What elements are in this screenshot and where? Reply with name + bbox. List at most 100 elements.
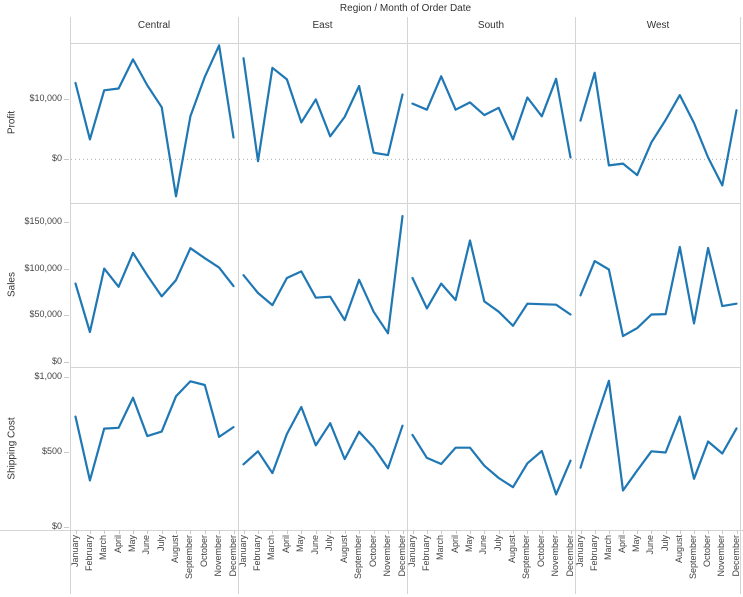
x-tick-label-september: September bbox=[687, 535, 698, 580]
x-tick-mark bbox=[287, 530, 288, 534]
x-tick-label-july: July bbox=[324, 535, 335, 552]
x-tick-label-june: June bbox=[478, 535, 489, 555]
x-tick-mark bbox=[737, 530, 738, 534]
line-east-sales[interactable] bbox=[242, 215, 404, 335]
x-tick-label-october: October bbox=[367, 535, 378, 568]
x-tick-label-february: February bbox=[83, 535, 94, 572]
x-tick-mark bbox=[527, 530, 528, 534]
x-tick-label-june: June bbox=[645, 535, 656, 555]
x-tick-label-june: June bbox=[141, 535, 152, 555]
x-tick-mark bbox=[484, 530, 485, 534]
panel-border-horizontal bbox=[70, 203, 741, 204]
x-tick-label-august: August bbox=[673, 535, 684, 564]
x-tick-mark bbox=[359, 530, 360, 534]
x-tick-mark bbox=[76, 530, 77, 534]
x-tick-mark bbox=[219, 530, 220, 534]
line-south-sales[interactable] bbox=[411, 239, 572, 327]
x-tick-mark bbox=[680, 530, 681, 534]
column-header-west: West bbox=[646, 20, 670, 31]
y-tick-label: $50,000 bbox=[29, 309, 62, 320]
x-tick-label-july: July bbox=[659, 535, 670, 552]
x-tick-mark bbox=[258, 530, 259, 534]
line-east-profit[interactable] bbox=[242, 57, 404, 163]
column-header-central: Central bbox=[137, 20, 171, 31]
x-tick-label-may: May bbox=[295, 535, 306, 553]
line-central-profit[interactable] bbox=[74, 44, 235, 198]
x-tick-mark bbox=[651, 530, 652, 534]
x-tick-label-august: August bbox=[170, 535, 181, 564]
panel-east-shipping-cost[interactable] bbox=[238, 367, 407, 530]
x-tick-label-may: May bbox=[126, 535, 137, 553]
x-tick-mark bbox=[162, 530, 163, 534]
panel-central-shipping-cost[interactable] bbox=[70, 367, 238, 530]
line-west-sales[interactable] bbox=[579, 245, 738, 338]
line-east-shipping-cost[interactable] bbox=[242, 405, 404, 475]
x-tick-label-october: October bbox=[702, 535, 713, 568]
panel-south-profit[interactable] bbox=[407, 43, 575, 203]
x-tick-label-november: November bbox=[550, 535, 561, 577]
panel-west-sales[interactable] bbox=[575, 203, 741, 367]
line-central-sales[interactable] bbox=[74, 247, 235, 334]
line-south-profit[interactable] bbox=[411, 75, 572, 159]
x-tick-mark bbox=[637, 530, 638, 534]
x-tick-mark bbox=[272, 530, 273, 534]
x-tick-mark bbox=[513, 530, 514, 534]
y-tick-mark bbox=[64, 98, 69, 100]
x-axis-line bbox=[0, 530, 743, 531]
line-west-profit[interactable] bbox=[579, 71, 738, 187]
panel-west-shipping-cost[interactable] bbox=[575, 367, 741, 530]
y-tick-label: $1,000 bbox=[34, 370, 62, 381]
x-tick-label-september: September bbox=[521, 535, 532, 580]
x-tick-mark bbox=[234, 530, 235, 534]
x-tick-mark bbox=[722, 530, 723, 534]
x-tick-mark bbox=[595, 530, 596, 534]
panel-central-sales[interactable] bbox=[70, 203, 238, 367]
panel-border-vertical bbox=[740, 17, 741, 594]
x-tick-mark bbox=[244, 530, 245, 534]
x-tick-label-november: November bbox=[382, 535, 393, 577]
x-tick-label-march: March bbox=[266, 535, 277, 561]
y-tick-mark bbox=[64, 362, 69, 364]
x-tick-mark bbox=[708, 530, 709, 534]
x-tick-mark bbox=[205, 530, 206, 534]
column-header-south: South bbox=[477, 20, 505, 31]
line-south-shipping-cost[interactable] bbox=[411, 433, 572, 496]
x-tick-mark bbox=[374, 530, 375, 534]
x-tick-label-march: March bbox=[602, 535, 613, 561]
x-tick-label-october: October bbox=[535, 535, 546, 568]
panel-east-sales[interactable] bbox=[238, 203, 407, 367]
panel-west-profit[interactable] bbox=[575, 43, 741, 203]
x-tick-label-september: September bbox=[184, 535, 195, 580]
x-tick-mark bbox=[119, 530, 120, 534]
x-tick-mark bbox=[470, 530, 471, 534]
x-tick-mark bbox=[556, 530, 557, 534]
line-west-shipping-cost[interactable] bbox=[579, 379, 738, 492]
x-tick-label-june: June bbox=[309, 535, 320, 555]
x-tick-label-august: August bbox=[507, 535, 518, 564]
column-header-east: East bbox=[312, 20, 333, 31]
line-central-shipping-cost[interactable] bbox=[74, 380, 235, 482]
x-tick-mark bbox=[147, 530, 148, 534]
x-tick-label-april: April bbox=[617, 535, 628, 554]
x-tick-label-august: August bbox=[338, 535, 349, 564]
panel-south-sales[interactable] bbox=[407, 203, 575, 367]
y-tick-mark bbox=[64, 526, 69, 528]
x-tick-label-july: July bbox=[492, 535, 503, 552]
panel-border-vertical bbox=[407, 17, 408, 594]
x-tick-mark bbox=[427, 530, 428, 534]
panel-border-horizontal bbox=[70, 43, 741, 44]
x-tick-label-november: November bbox=[716, 535, 727, 577]
x-tick-mark bbox=[666, 530, 667, 534]
row-label-sales: Sales bbox=[6, 272, 18, 298]
panel-border-vertical bbox=[238, 17, 239, 594]
x-tick-label-july: July bbox=[155, 535, 166, 552]
y-tick-label: $0 bbox=[51, 153, 62, 164]
y-tick-label: $150,000 bbox=[24, 215, 62, 226]
x-tick-label-november: November bbox=[213, 535, 224, 577]
panel-east-profit[interactable] bbox=[238, 43, 407, 203]
x-tick-label-april: April bbox=[449, 535, 460, 554]
x-tick-mark bbox=[316, 530, 317, 534]
panel-south-shipping-cost[interactable] bbox=[407, 367, 575, 530]
panel-central-profit[interactable] bbox=[70, 43, 238, 203]
